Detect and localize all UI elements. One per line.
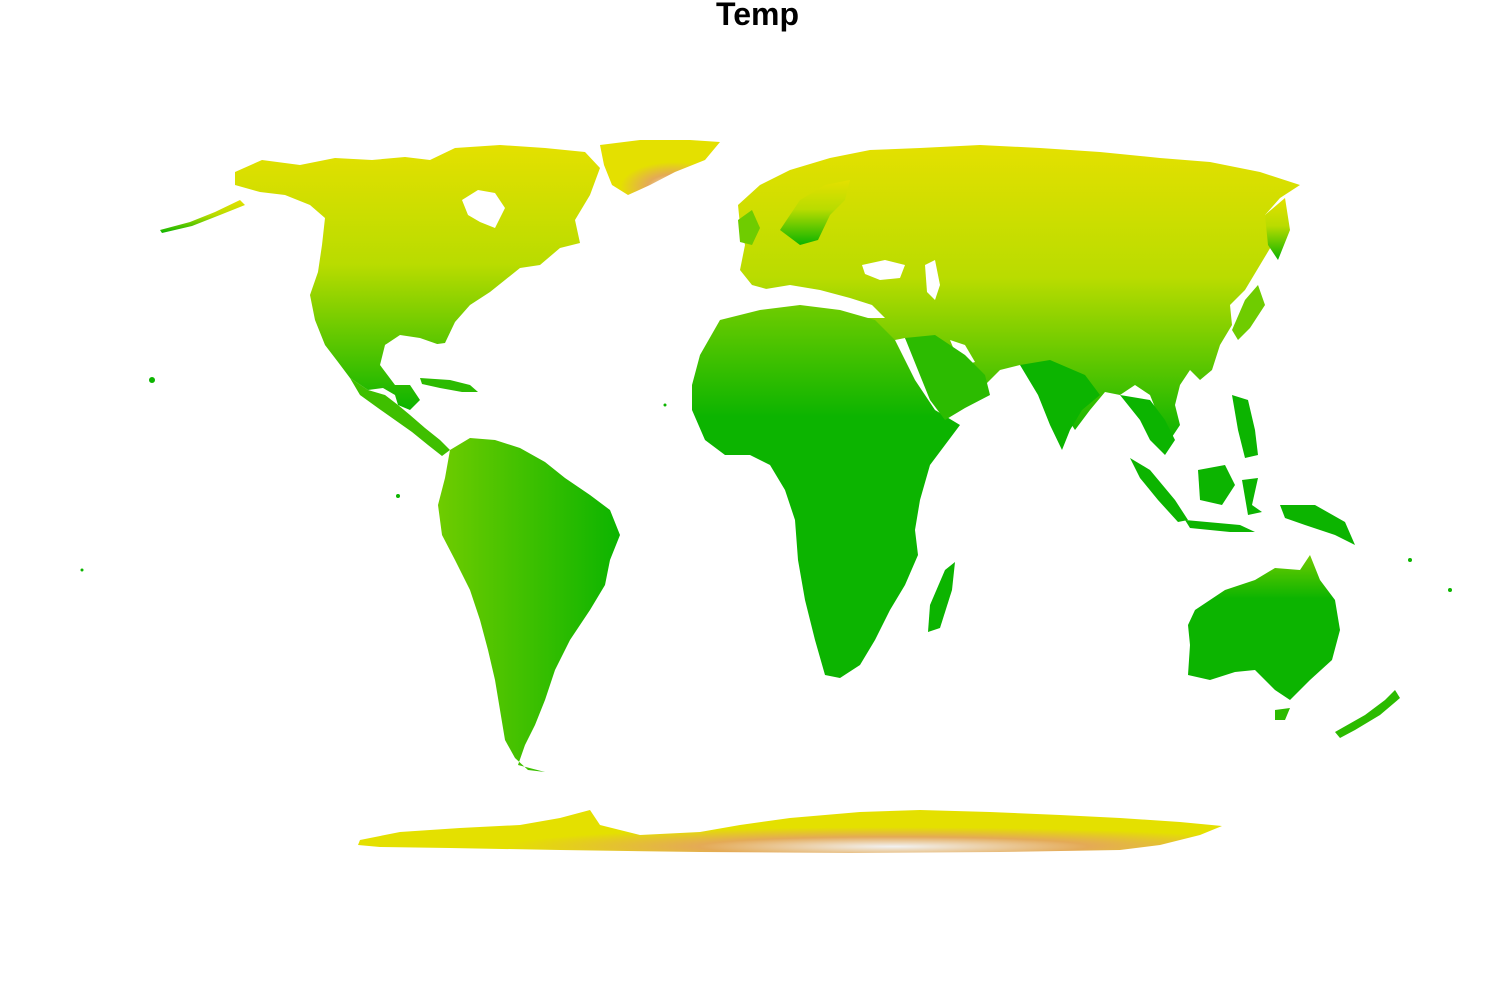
philippines [1232, 395, 1258, 458]
black-sea [862, 260, 905, 280]
south-america [438, 438, 620, 772]
map-title: Temp [716, 0, 799, 32]
central-america [350, 378, 450, 456]
southeast-asia [1120, 395, 1175, 455]
scandinavia [780, 180, 850, 245]
aleutian-islands [160, 200, 245, 233]
sulawesi [1242, 478, 1262, 515]
galapagos-islands [396, 494, 400, 498]
hawaii-islands [149, 377, 155, 383]
arabian-peninsula [905, 335, 990, 420]
mediterranean-sea [760, 285, 885, 318]
japan [1232, 285, 1265, 340]
borneo [1198, 465, 1235, 505]
gulf-of-mexico [385, 335, 440, 368]
greenland [600, 140, 720, 195]
java [1185, 520, 1255, 532]
madagascar [928, 562, 955, 632]
pacific-island-1 [80, 568, 84, 572]
atlantic-island [663, 403, 667, 407]
tasmania [1275, 708, 1290, 720]
new-zealand [1335, 690, 1400, 738]
indian-subcontinent [1020, 360, 1100, 450]
red-sea [895, 338, 935, 405]
antarctica [358, 810, 1222, 853]
pacific-island-2 [1448, 588, 1452, 592]
sumatra [1130, 458, 1188, 522]
pacific-island-3 [1408, 558, 1412, 562]
hudson-bay [462, 190, 505, 228]
new-guinea [1280, 505, 1355, 545]
australia [1188, 555, 1340, 700]
africa [692, 305, 960, 678]
caspian-sea [925, 260, 940, 300]
kamchatka [1265, 198, 1290, 260]
british-isles [738, 210, 760, 245]
eurasia [738, 145, 1300, 440]
caribbean-islands [420, 378, 478, 392]
north-america [235, 145, 600, 410]
